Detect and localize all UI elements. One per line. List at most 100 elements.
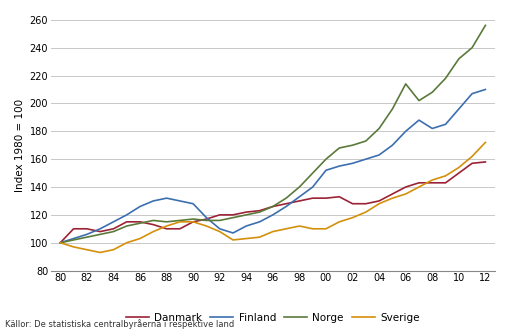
Text: Källor: De statistiska centralbyråerna i respektive land: Källor: De statistiska centralbyråerna i… — [5, 319, 234, 329]
Finland — [256, 220, 262, 224]
Norge — [256, 210, 262, 214]
Danmark — [137, 220, 143, 224]
Finland — [442, 122, 448, 126]
Norge — [282, 196, 289, 200]
Danmark — [482, 160, 488, 164]
Norge — [362, 139, 368, 143]
Finland — [322, 168, 328, 172]
Danmark — [83, 227, 90, 231]
Finland — [230, 231, 236, 235]
Danmark — [110, 227, 116, 231]
Danmark — [375, 199, 381, 203]
Norge — [203, 218, 209, 222]
Sverige — [335, 220, 342, 224]
Finland — [482, 87, 488, 91]
Sverige — [388, 196, 394, 200]
Finland — [388, 143, 394, 147]
Danmark — [455, 171, 461, 175]
Finland — [177, 199, 183, 203]
Danmark — [230, 213, 236, 217]
Danmark — [216, 213, 222, 217]
Norge — [97, 232, 103, 236]
Sverige — [97, 250, 103, 254]
Sverige — [415, 185, 421, 189]
Norge — [309, 171, 315, 175]
Danmark — [269, 205, 275, 209]
Finland — [335, 164, 342, 168]
Norge — [296, 185, 302, 189]
Norge — [415, 99, 421, 103]
Sverige — [137, 237, 143, 241]
Sverige — [269, 230, 275, 234]
Danmark — [150, 223, 156, 227]
Norge — [110, 230, 116, 234]
Line: Sverige: Sverige — [60, 143, 485, 252]
Sverige — [83, 248, 90, 252]
Norge — [137, 221, 143, 225]
Danmark — [256, 209, 262, 213]
Finland — [269, 213, 275, 217]
Danmark — [415, 181, 421, 185]
Line: Finland: Finland — [60, 89, 485, 243]
Danmark — [468, 161, 474, 165]
Finland — [110, 220, 116, 224]
Line: Danmark: Danmark — [60, 162, 485, 243]
Danmark — [190, 220, 196, 224]
Finland — [429, 126, 435, 130]
Norge — [482, 23, 488, 27]
Sverige — [402, 192, 408, 196]
Sverige — [110, 248, 116, 252]
Danmark — [335, 195, 342, 199]
Sverige — [243, 237, 249, 241]
Finland — [83, 232, 90, 236]
Danmark — [296, 199, 302, 203]
Finland — [415, 118, 421, 122]
Norge — [269, 205, 275, 209]
Sverige — [230, 238, 236, 242]
Sverige — [349, 216, 355, 220]
Norge — [177, 218, 183, 222]
Danmark — [57, 241, 63, 245]
Danmark — [203, 217, 209, 221]
Norge — [216, 218, 222, 222]
Danmark — [163, 227, 169, 231]
Norge — [468, 46, 474, 50]
Danmark — [70, 227, 76, 231]
Sverige — [309, 227, 315, 231]
Norge — [455, 57, 461, 61]
Sverige — [296, 224, 302, 228]
Finland — [402, 129, 408, 133]
Danmark — [362, 202, 368, 206]
Finland — [349, 161, 355, 165]
Sverige — [57, 241, 63, 245]
Finland — [97, 227, 103, 231]
Sverige — [70, 245, 76, 249]
Norge — [442, 76, 448, 80]
Finland — [70, 237, 76, 241]
Sverige — [442, 174, 448, 178]
Sverige — [282, 227, 289, 231]
Line: Norge: Norge — [60, 25, 485, 243]
Sverige — [375, 202, 381, 206]
Norge — [123, 224, 129, 228]
Norge — [388, 107, 394, 111]
Sverige — [256, 235, 262, 239]
Finland — [455, 107, 461, 111]
Danmark — [402, 185, 408, 189]
Danmark — [177, 227, 183, 231]
Finland — [309, 185, 315, 189]
Sverige — [482, 141, 488, 145]
Sverige — [468, 154, 474, 158]
Danmark — [349, 202, 355, 206]
Sverige — [150, 230, 156, 234]
Norge — [230, 216, 236, 220]
Finland — [375, 153, 381, 157]
Norge — [190, 217, 196, 221]
Norge — [322, 157, 328, 161]
Finland — [216, 227, 222, 231]
Sverige — [455, 166, 461, 170]
Finland — [190, 202, 196, 206]
Sverige — [362, 210, 368, 214]
Finland — [150, 199, 156, 203]
Finland — [163, 196, 169, 200]
